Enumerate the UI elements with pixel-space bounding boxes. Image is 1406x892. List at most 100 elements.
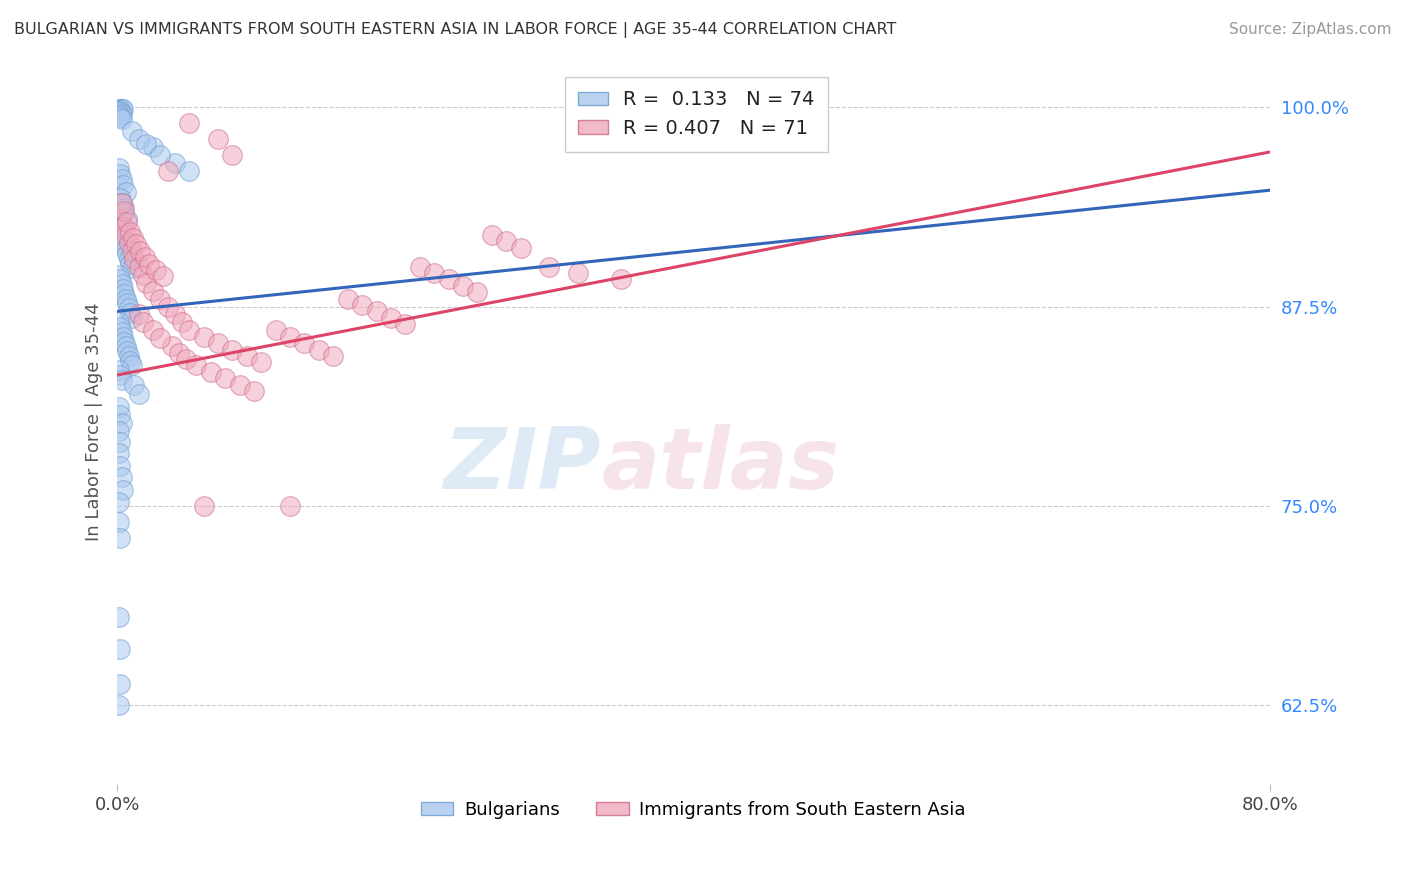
Point: [394, 317, 416, 331]
Point: [112, 237, 135, 252]
Point: [129, 244, 152, 258]
Point: [108, 211, 131, 226]
Point: [336, 292, 359, 306]
Point: [142, 323, 165, 337]
Point: [308, 343, 330, 357]
Point: [128, 387, 150, 401]
Point: [108, 191, 131, 205]
Point: [117, 247, 139, 261]
Point: [107, 610, 129, 624]
Point: [110, 172, 132, 186]
Point: [107, 698, 129, 712]
Point: [437, 272, 460, 286]
Point: [110, 470, 132, 484]
Point: [121, 124, 143, 138]
Text: ZIP: ZIP: [444, 424, 602, 507]
Point: [228, 377, 250, 392]
Point: [108, 272, 131, 286]
Point: [128, 260, 150, 274]
Point: [156, 300, 179, 314]
Point: [111, 205, 134, 219]
Point: [112, 203, 135, 218]
Point: [111, 282, 134, 296]
Point: [111, 233, 134, 247]
Point: [467, 285, 489, 300]
Point: [243, 384, 266, 398]
Point: [110, 196, 132, 211]
Point: [142, 140, 165, 154]
Text: BULGARIAN VS IMMIGRANTS FROM SOUTH EASTERN ASIA IN LABOR FORCE | AGE 35-44 CORRE: BULGARIAN VS IMMIGRANTS FROM SOUTH EASTE…: [14, 22, 897, 38]
Point: [108, 320, 131, 334]
Point: [111, 330, 134, 344]
Point: [366, 304, 388, 318]
Point: [108, 531, 131, 545]
Point: [108, 223, 131, 237]
Point: [112, 201, 135, 215]
Point: [110, 107, 132, 121]
Point: [121, 310, 143, 325]
Point: [107, 217, 129, 231]
Point: [122, 231, 145, 245]
Point: [118, 252, 141, 266]
Point: [107, 315, 129, 329]
Point: [121, 359, 143, 373]
Point: [118, 235, 141, 250]
Point: [112, 286, 135, 301]
Point: [179, 116, 201, 130]
Point: [567, 266, 589, 280]
Point: [149, 292, 172, 306]
Point: [135, 136, 157, 151]
Point: [110, 112, 132, 126]
Point: [409, 260, 432, 274]
Point: [278, 499, 301, 513]
Point: [108, 434, 131, 449]
Point: [107, 363, 129, 377]
Point: [176, 352, 198, 367]
Point: [118, 349, 141, 363]
Point: [114, 185, 136, 199]
Point: [114, 292, 136, 306]
Point: [179, 323, 201, 337]
Point: [111, 483, 134, 497]
Point: [110, 196, 132, 211]
Point: [114, 242, 136, 256]
Point: [117, 344, 139, 359]
Point: [134, 250, 156, 264]
Point: [221, 148, 243, 162]
Point: [107, 515, 129, 529]
Point: [111, 102, 134, 116]
Text: atlas: atlas: [602, 424, 839, 507]
Point: [112, 334, 135, 349]
Point: [120, 353, 142, 368]
Point: [124, 252, 146, 266]
Point: [236, 349, 259, 363]
Point: [128, 132, 150, 146]
Point: [121, 244, 143, 258]
Point: [108, 642, 131, 657]
Point: [118, 301, 141, 315]
Point: [132, 315, 155, 329]
Point: [117, 296, 139, 310]
Point: [567, 102, 589, 116]
Point: [110, 373, 132, 387]
Point: [108, 368, 131, 382]
Point: [121, 261, 143, 276]
Point: [108, 677, 131, 691]
Point: [120, 225, 142, 239]
Point: [107, 495, 129, 509]
Point: [107, 424, 129, 438]
Point: [107, 446, 129, 460]
Point: [108, 408, 131, 422]
Point: [107, 108, 129, 122]
Point: [111, 178, 134, 193]
Point: [132, 268, 155, 282]
Text: Source: ZipAtlas.com: Source: ZipAtlas.com: [1229, 22, 1392, 37]
Point: [322, 349, 344, 363]
Point: [110, 227, 132, 242]
Point: [654, 132, 676, 146]
Point: [110, 102, 132, 116]
Point: [111, 219, 134, 234]
Point: [481, 227, 503, 242]
Point: [152, 269, 174, 284]
Point: [114, 227, 136, 242]
